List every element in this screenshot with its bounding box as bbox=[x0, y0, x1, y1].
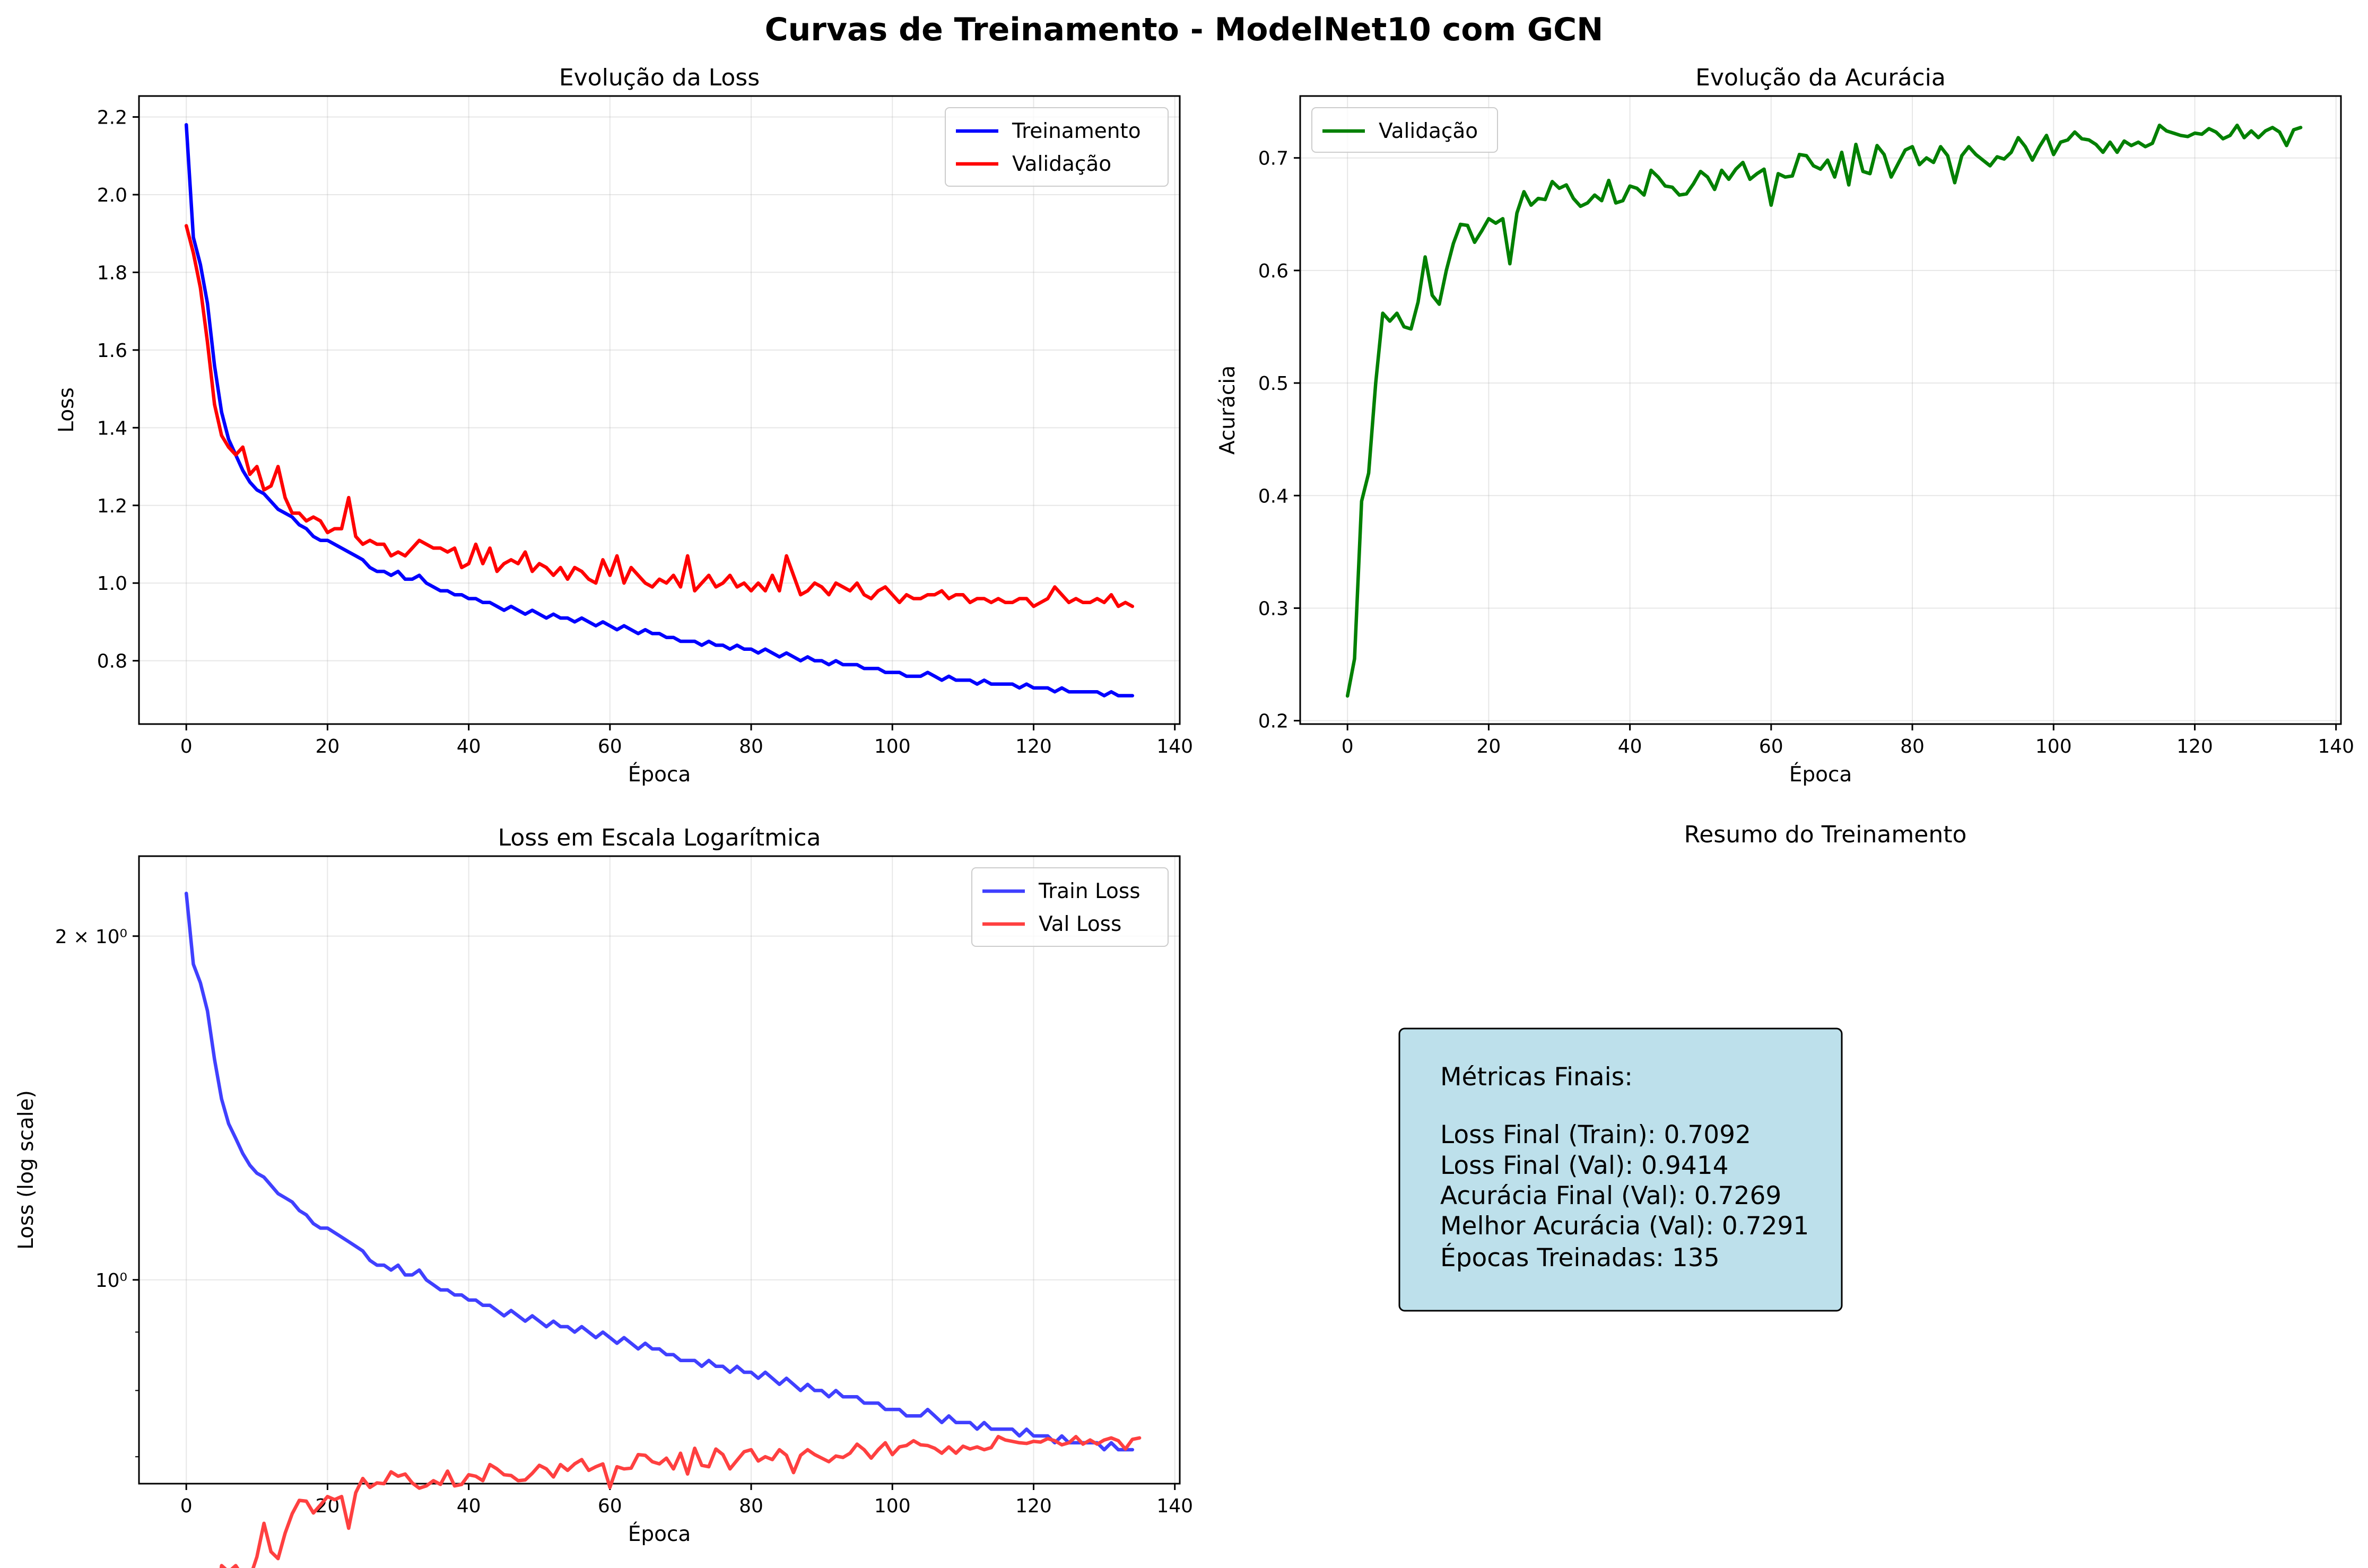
x-tick-label: 140 bbox=[1156, 1495, 1193, 1517]
plot-frame bbox=[138, 855, 1181, 1485]
x-tick-label: 100 bbox=[874, 1495, 911, 1517]
y-tick-label: 1.8 bbox=[97, 262, 127, 284]
series-line bbox=[184, 224, 1135, 608]
loss-chart-panel: 0 20 40 60 80 100 120 140 0.8 1.0 1.2 1.4 1.6 1.8 2.0 2… bbox=[55, 64, 1193, 787]
x-axis-label: Época bbox=[1789, 762, 1852, 787]
summary-line-heading: Métricas Finais: bbox=[1440, 1062, 1633, 1092]
chart-title: Evolução da Loss bbox=[559, 64, 760, 91]
y-tick-label: 0.6 bbox=[1258, 260, 1289, 282]
x-tick-label: 100 bbox=[874, 736, 911, 757]
summary-line-epochs: Épocas Treinadas: 135 bbox=[1440, 1243, 1720, 1273]
summary-title: Resumo do Treinamento bbox=[1684, 821, 1967, 848]
summary-box bbox=[1398, 1027, 1843, 1312]
legend-box bbox=[1311, 107, 1498, 153]
y-tick-label: 2 × 10⁰ bbox=[55, 926, 127, 948]
x-tick-label: 60 bbox=[598, 736, 622, 757]
x-tick-label: 0 bbox=[180, 736, 193, 757]
y-tick-label: 0.3 bbox=[1258, 598, 1289, 620]
legend-label: Train Loss bbox=[1038, 879, 1141, 903]
series-line bbox=[1345, 123, 2303, 698]
x-tick-label: 100 bbox=[2035, 736, 2072, 757]
y-axis-label: Loss bbox=[55, 387, 79, 433]
x-tick-label: 120 bbox=[2177, 736, 2213, 757]
summary-line-final-accuracy: Acurácia Final (Val): 0.7269 bbox=[1440, 1181, 1781, 1210]
legend-box bbox=[945, 107, 1169, 187]
x-tick-label: 80 bbox=[739, 736, 763, 757]
x-tick-label: 0 bbox=[180, 1495, 193, 1517]
chart-title: Evolução da Acurácia bbox=[1695, 64, 1946, 91]
summary-line-train-loss: Loss Final (Train): 0.7092 bbox=[1440, 1120, 1751, 1149]
y-tick-label: 1.0 bbox=[97, 573, 127, 595]
legend: Validação bbox=[1311, 107, 1498, 153]
x-tick-label: 80 bbox=[739, 1495, 763, 1517]
y-tick-label: 10⁰ bbox=[95, 1270, 127, 1292]
summary-line-best-accuracy: Melhor Acurácia (Val): 0.7291 bbox=[1440, 1212, 1809, 1241]
y-tick-label: 0.8 bbox=[97, 651, 127, 673]
legend-label: Validação bbox=[1012, 152, 1111, 176]
x-tick-label: 20 bbox=[1476, 736, 1501, 757]
legend: Treinamento Validação bbox=[945, 107, 1169, 187]
y-tick-label: 2.2 bbox=[97, 107, 127, 129]
x-tick-label: 20 bbox=[315, 736, 339, 757]
y-tick-label: 1.2 bbox=[97, 495, 127, 517]
plot-frame bbox=[138, 95, 1181, 725]
x-tick-label: 0 bbox=[1342, 736, 1354, 757]
chart-title: Loss em Escala Logarítmica bbox=[498, 824, 821, 851]
plot-frame bbox=[1299, 95, 2342, 725]
x-tick-label: 60 bbox=[598, 1495, 622, 1517]
legend-label: Val Loss bbox=[1039, 912, 1121, 936]
legend-box bbox=[971, 867, 1169, 947]
y-tick-label: 2.0 bbox=[97, 185, 127, 206]
y-tick-label: 1.4 bbox=[97, 417, 127, 439]
x-tick-label: 120 bbox=[1015, 1495, 1052, 1517]
y-tick-label: 0.7 bbox=[1258, 148, 1289, 170]
legend: Train Loss Val Loss bbox=[971, 867, 1169, 947]
accuracy-chart-panel: 0 20 40 60 80 100 120 140 0.2 0.3 0.4 0.5 0.6 0.7 Evol… bbox=[1216, 64, 2354, 787]
x-tick-label: 40 bbox=[1618, 736, 1642, 757]
y-tick-label: 0.5 bbox=[1258, 373, 1289, 395]
x-axis-label: Época bbox=[628, 1521, 691, 1546]
series-line bbox=[184, 891, 1135, 1452]
y-tick-label: 0.2 bbox=[1258, 711, 1289, 733]
x-tick-label: 80 bbox=[1900, 736, 1925, 757]
y-tick-label: 1.6 bbox=[97, 340, 127, 362]
series-line bbox=[184, 123, 1135, 698]
legend-label: Treinamento bbox=[1012, 119, 1141, 143]
x-tick-label: 60 bbox=[1759, 736, 1783, 757]
figure-title: Curvas de Treinamento - ModelNet10 com G… bbox=[765, 11, 1604, 48]
y-axis-label: Loss (log scale) bbox=[14, 1090, 38, 1250]
x-tick-label: 140 bbox=[1156, 736, 1193, 757]
x-tick-label: 140 bbox=[2318, 736, 2354, 757]
x-tick-label: 40 bbox=[457, 1495, 481, 1517]
legend-label: Validação bbox=[1379, 119, 1478, 143]
y-axis-label: Acurácia bbox=[1216, 365, 1240, 455]
y-tick-label: 0.4 bbox=[1258, 485, 1289, 507]
x-axis-label: Época bbox=[628, 762, 691, 787]
series-line bbox=[219, 1435, 1142, 1568]
training-summary-panel: Resumo do Treinamento Métricas Finais: L… bbox=[1398, 821, 1967, 1312]
x-tick-label: 120 bbox=[1015, 736, 1052, 757]
x-tick-label: 40 bbox=[457, 736, 481, 757]
summary-line-val-loss: Loss Final (Val): 0.9414 bbox=[1440, 1151, 1729, 1180]
